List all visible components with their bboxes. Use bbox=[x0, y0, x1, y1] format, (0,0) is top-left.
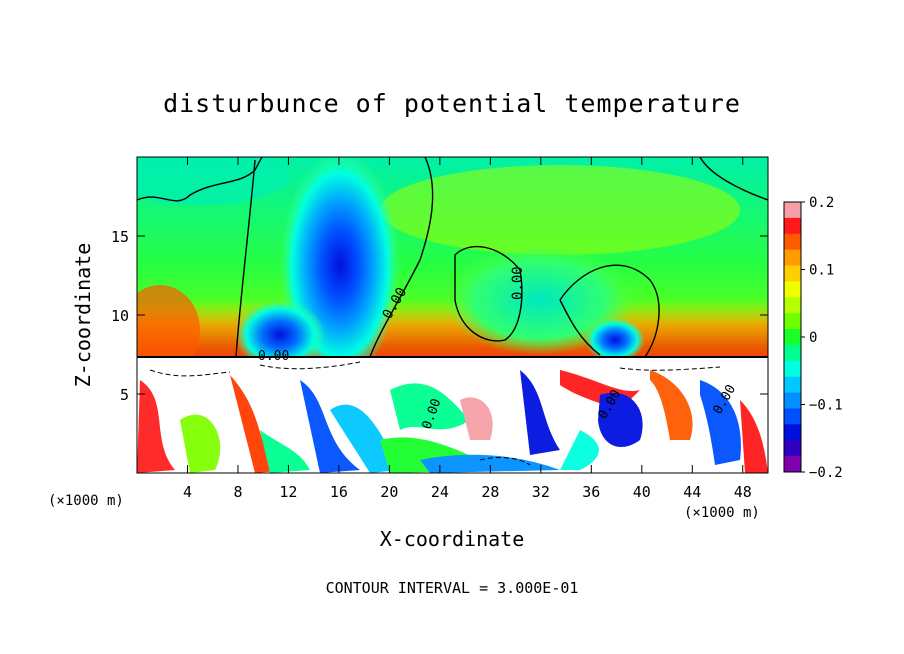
colorbar-swatch bbox=[784, 297, 801, 314]
colorbar-swatch bbox=[784, 233, 801, 251]
x-tick-label: 12 bbox=[279, 483, 297, 501]
colorbar-swatch bbox=[784, 313, 801, 330]
y-axis: 5 10 15 bbox=[111, 228, 768, 404]
x-tick-label: 32 bbox=[532, 483, 550, 501]
x-axis-label: X-coordinate bbox=[380, 527, 525, 551]
x-axis: 4 8 12 16 20 24 28 32 36 40 44 48 bbox=[183, 157, 752, 501]
x-tick-label: 40 bbox=[633, 483, 651, 501]
colorbar-swatch bbox=[784, 440, 801, 457]
colorbar-swatch bbox=[784, 344, 801, 362]
x-unit-left: (×1000 m) bbox=[48, 493, 124, 509]
colorbar-tick-label: −0.1 bbox=[809, 398, 843, 414]
colorbar-swatch bbox=[784, 376, 801, 394]
colorbar: 0.2 0.1 0 −0.1 −0.2 bbox=[783, 195, 843, 481]
colorbar-swatch bbox=[784, 424, 801, 441]
colorbar-swatch bbox=[784, 217, 801, 235]
colorbar-tick-label: 0.2 bbox=[809, 195, 834, 211]
x-tick-label: 36 bbox=[582, 483, 600, 501]
colorbar-tick-label: 0.1 bbox=[809, 263, 834, 279]
y-tick-label: 10 bbox=[111, 307, 129, 325]
chart-title: disturbunce of potential temperature bbox=[163, 89, 741, 118]
colorbar-swatch bbox=[784, 456, 801, 473]
y-tick-label: 15 bbox=[111, 228, 129, 246]
colorbar-swatch bbox=[784, 408, 801, 425]
colorbar-swatch bbox=[784, 202, 801, 219]
y-tick-label: 5 bbox=[120, 386, 129, 404]
colorbar-swatch bbox=[784, 329, 801, 346]
x-tick-label: 20 bbox=[380, 483, 398, 501]
contour-label: 0.00 bbox=[510, 266, 526, 300]
x-tick-label: 28 bbox=[481, 483, 499, 501]
colorbar-swatch bbox=[784, 281, 801, 298]
colorbar-swatch bbox=[784, 265, 801, 282]
colorbar-swatch bbox=[784, 249, 801, 267]
x-tick-label: 44 bbox=[683, 483, 701, 501]
colorbar-swatch bbox=[784, 360, 801, 378]
x-tick-label: 4 bbox=[183, 483, 192, 501]
x-tick-label: 48 bbox=[734, 483, 752, 501]
x-tick-label: 24 bbox=[431, 483, 449, 501]
contour-label: 0.00 bbox=[258, 349, 289, 364]
colorbar-tick-label: 0 bbox=[809, 330, 817, 346]
x-tick-label: 8 bbox=[233, 483, 242, 501]
heatmap-field bbox=[137, 157, 768, 473]
y-axis-label: Z-coordinate bbox=[71, 243, 95, 388]
x-unit-right: (×1000 m) bbox=[684, 505, 760, 521]
colorbar-swatch bbox=[784, 392, 801, 409]
contour-interval-note: CONTOUR INTERVAL = 3.000E-01 bbox=[326, 579, 579, 597]
colorbar-tick-label: −0.2 bbox=[809, 465, 843, 481]
x-tick-label: 16 bbox=[330, 483, 348, 501]
